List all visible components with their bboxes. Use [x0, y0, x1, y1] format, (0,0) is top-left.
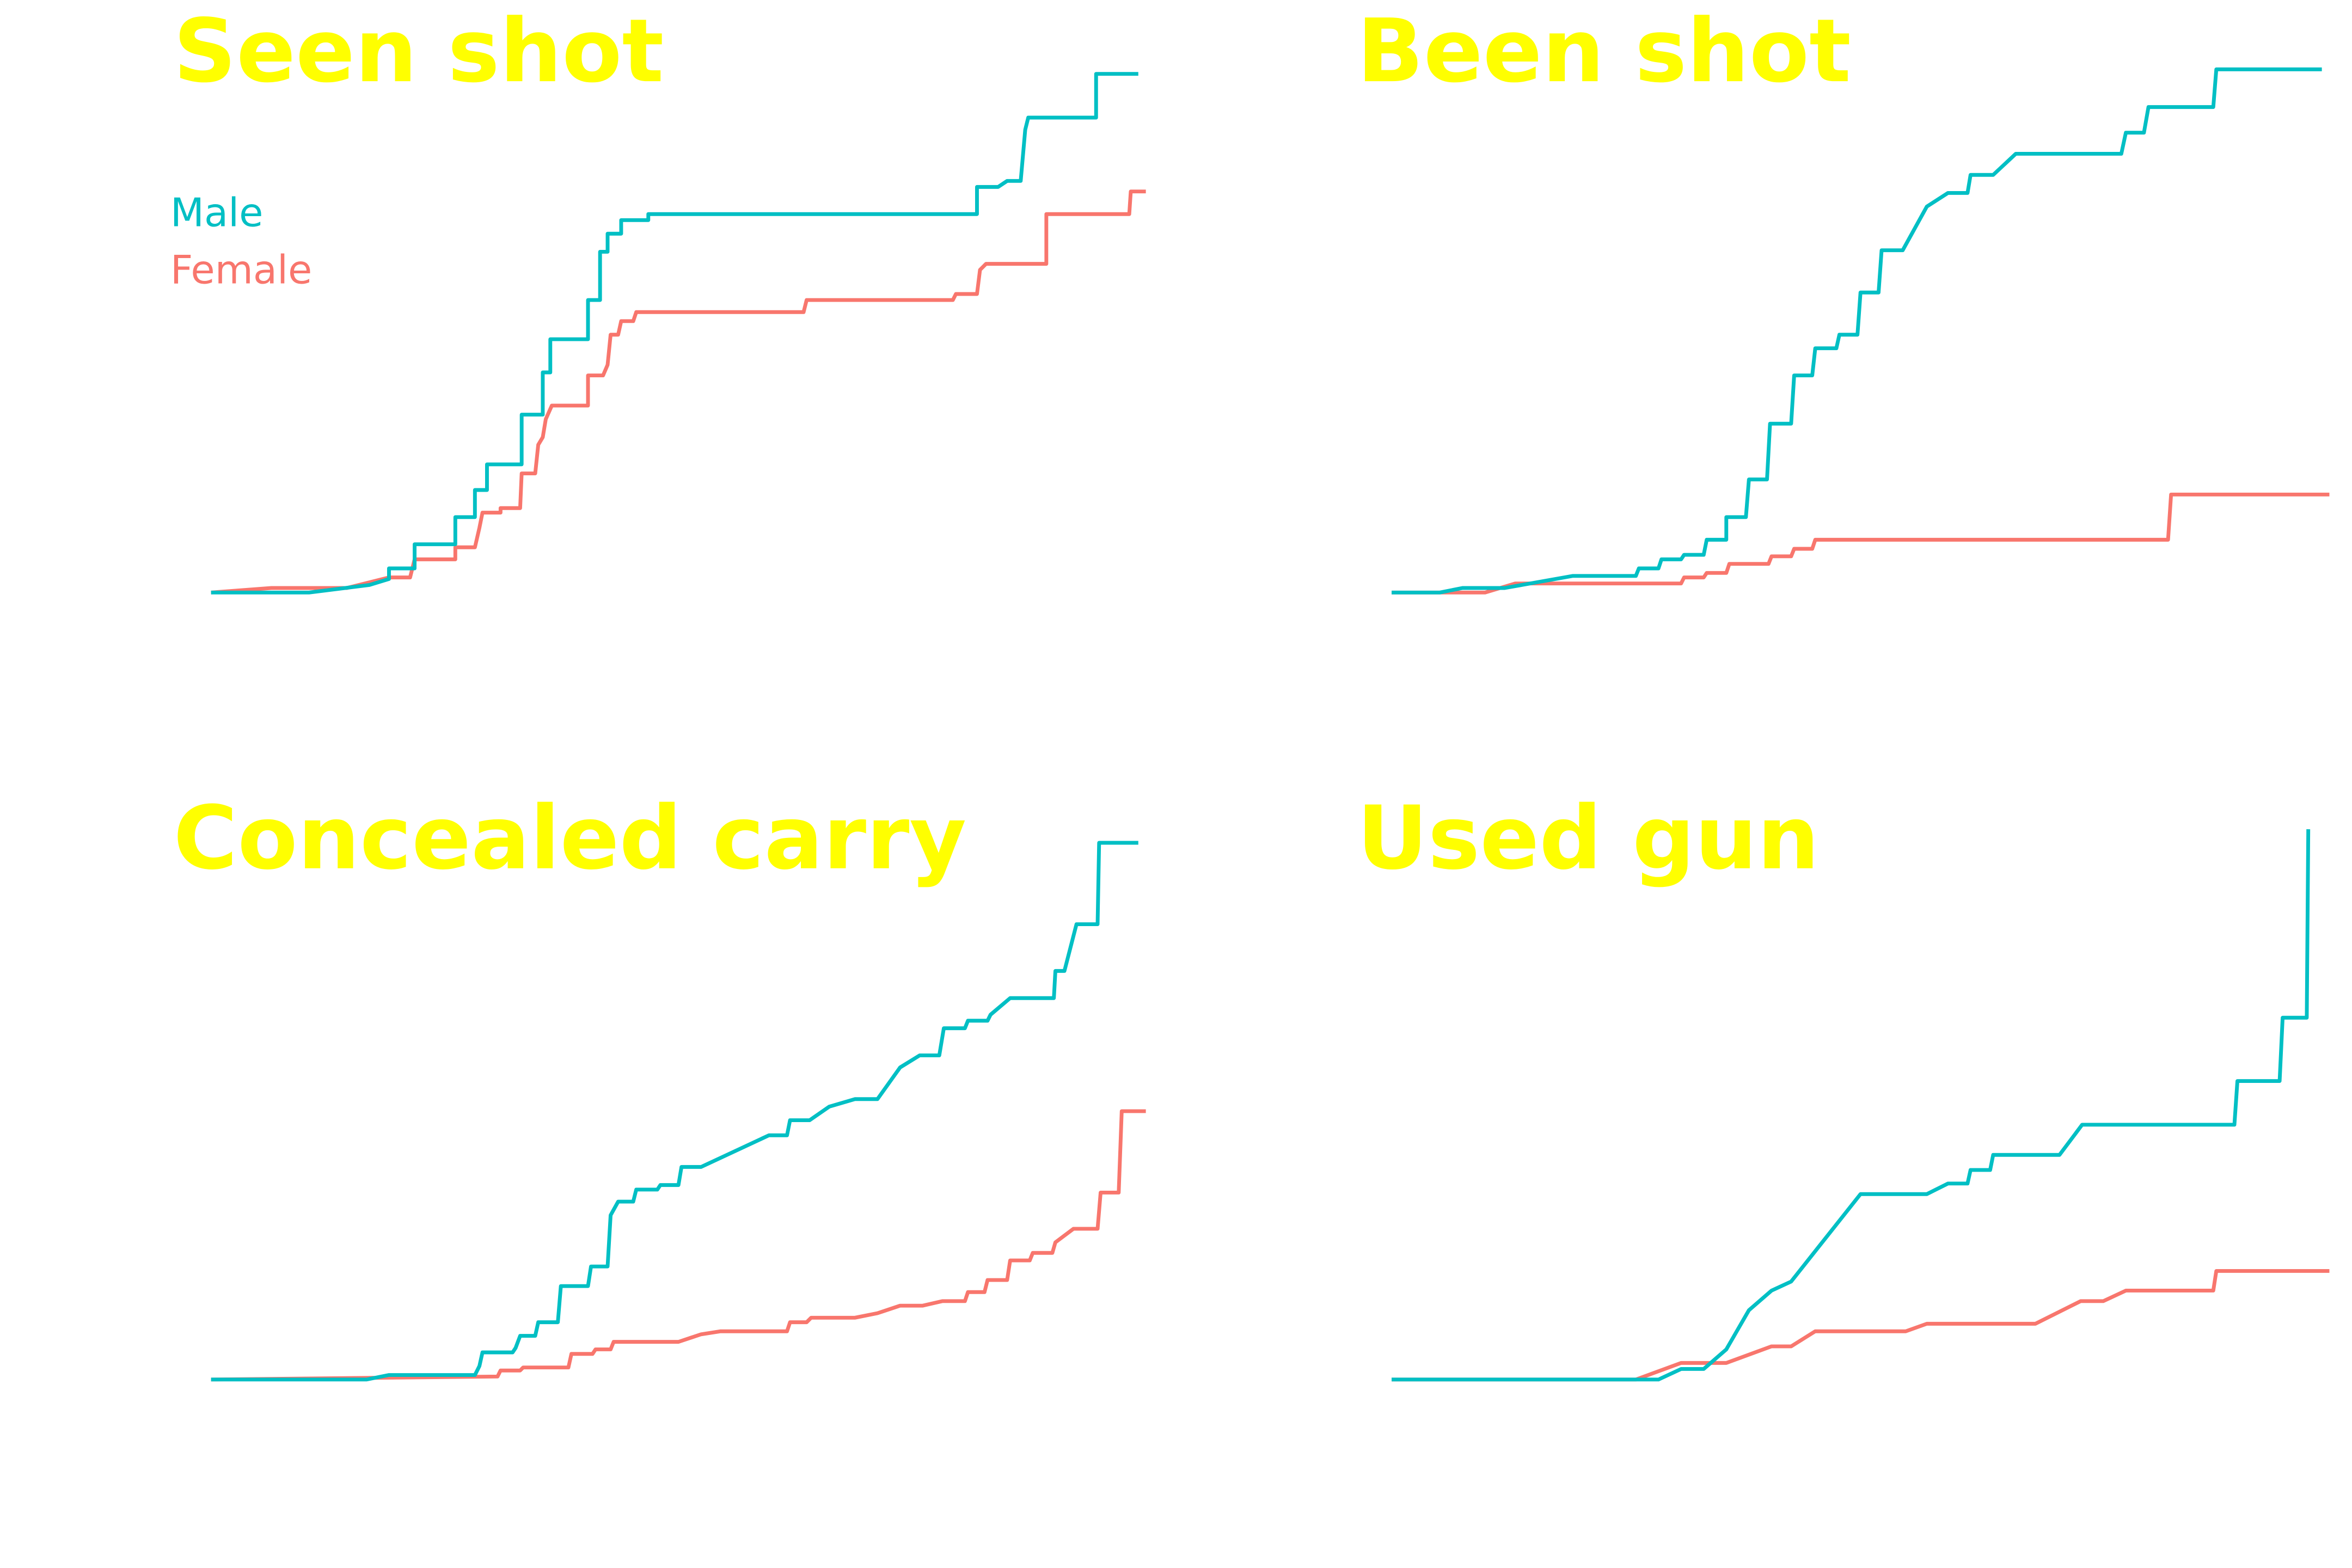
legend-label: Male — [170, 190, 264, 236]
chart-title: Concealed carry — [173, 787, 966, 889]
chart-title: Been shot — [1357, 0, 1851, 102]
series-line — [1392, 829, 2311, 1382]
series-line — [211, 72, 1138, 595]
chart-title: Used gun — [1357, 787, 1819, 889]
series-line — [1392, 492, 2330, 595]
series-line — [211, 189, 1146, 595]
series-line — [1392, 67, 2322, 595]
legend-label: Female — [170, 247, 312, 293]
series-line — [211, 841, 1138, 1382]
chart-title: Seen shot — [173, 0, 664, 102]
series-line — [211, 1109, 1146, 1382]
series-line — [1392, 1269, 2330, 1382]
